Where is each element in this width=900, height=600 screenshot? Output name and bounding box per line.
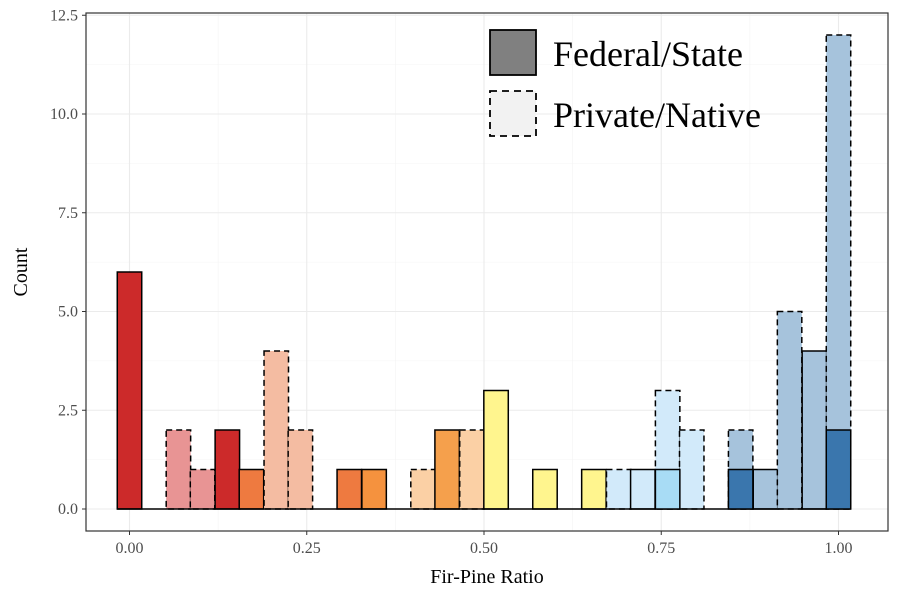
y-tick-label: 10.0 bbox=[50, 106, 78, 123]
histogram-bar bbox=[678, 429, 705, 510]
x-tick-label: 0.00 bbox=[116, 540, 144, 557]
overlay-bars bbox=[654, 429, 852, 510]
histogram-bar bbox=[752, 468, 779, 510]
legend: Federal/State Private/Native bbox=[489, 29, 761, 137]
legend-label-federal-state: Federal/State bbox=[553, 34, 743, 74]
legend-key-private-native bbox=[489, 90, 537, 137]
histogram-bar bbox=[165, 429, 192, 510]
x-tick-label: 0.25 bbox=[293, 540, 321, 557]
histogram-bar bbox=[629, 468, 656, 510]
x-tick-label: 0.50 bbox=[470, 540, 498, 557]
x-tick-label: 0.75 bbox=[647, 540, 675, 557]
histogram-bar-overlay bbox=[825, 429, 852, 510]
histogram-bar bbox=[531, 468, 558, 510]
y-tick-label: 5.0 bbox=[58, 304, 78, 321]
histogram-bar bbox=[580, 468, 607, 510]
histogram-bar bbox=[361, 468, 388, 510]
legend-key-federal-state bbox=[489, 29, 537, 76]
histogram-bar bbox=[116, 271, 143, 510]
grid-minor bbox=[86, 13, 888, 531]
histogram-bar bbox=[336, 468, 363, 510]
histogram-bar bbox=[776, 310, 803, 510]
legend-label-private-native: Private/Native bbox=[553, 95, 761, 135]
y-tick-label: 0.0 bbox=[58, 501, 78, 518]
histogram-bar bbox=[605, 468, 632, 510]
histogram-bar bbox=[238, 468, 265, 510]
histogram-bar-overlay bbox=[727, 468, 754, 510]
histogram-bar bbox=[483, 389, 510, 510]
x-axis-title: Fir-Pine Ratio bbox=[430, 566, 544, 588]
histogram-bar bbox=[214, 429, 241, 510]
histogram-bar bbox=[287, 429, 314, 510]
y-tick-label: 12.5 bbox=[50, 7, 78, 24]
x-tick-label: 1.00 bbox=[825, 540, 853, 557]
histogram-bar bbox=[801, 350, 828, 510]
histogram-bar-overlay bbox=[654, 468, 681, 510]
y-tick-label: 7.5 bbox=[58, 205, 78, 222]
grid-major bbox=[86, 13, 888, 531]
histogram-bar bbox=[434, 429, 461, 510]
x-axis: 0.00 0.25 0.50 0.75 1.00 bbox=[116, 531, 853, 557]
y-axis: 0.0 2.5 5.0 7.5 10.0 12.5 bbox=[50, 7, 86, 518]
panel-border bbox=[85, 12, 889, 532]
y-tick-label: 2.5 bbox=[58, 402, 78, 419]
histogram-bar bbox=[410, 468, 437, 510]
histogram-bar bbox=[263, 350, 290, 510]
y-axis-title: Count bbox=[10, 247, 32, 296]
histogram-bar bbox=[189, 468, 216, 510]
histogram-bar bbox=[458, 429, 485, 510]
